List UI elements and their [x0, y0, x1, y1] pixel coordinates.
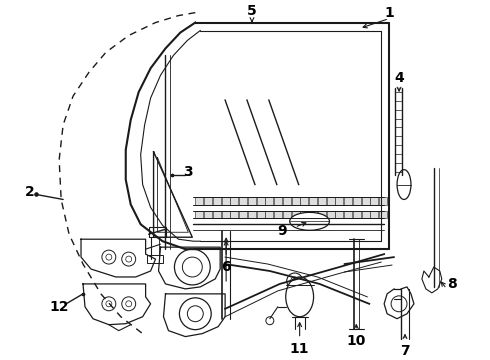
Bar: [362, 198, 369, 206]
Circle shape: [122, 297, 136, 311]
Bar: [292, 198, 299, 206]
Bar: [379, 211, 387, 218]
Bar: [196, 198, 203, 206]
Text: 1: 1: [384, 6, 394, 20]
Text: 12: 12: [49, 300, 69, 314]
Bar: [204, 198, 212, 206]
Ellipse shape: [290, 212, 329, 230]
Bar: [213, 198, 221, 206]
Text: 6: 6: [221, 260, 231, 274]
Bar: [353, 211, 361, 218]
Circle shape: [291, 277, 299, 285]
Text: 11: 11: [290, 342, 309, 356]
Bar: [292, 211, 299, 218]
Circle shape: [174, 249, 210, 285]
Bar: [318, 198, 326, 206]
Bar: [257, 198, 265, 206]
Text: 5: 5: [247, 4, 257, 18]
Circle shape: [126, 301, 132, 307]
Circle shape: [102, 297, 116, 311]
Bar: [353, 198, 361, 206]
Text: 3: 3: [184, 165, 193, 179]
Bar: [230, 211, 238, 218]
Bar: [309, 198, 317, 206]
Bar: [335, 198, 343, 206]
Circle shape: [266, 317, 274, 325]
Circle shape: [106, 301, 112, 307]
Bar: [266, 211, 273, 218]
Bar: [379, 198, 387, 206]
Bar: [274, 211, 282, 218]
Text: 2: 2: [24, 185, 34, 198]
Text: 7: 7: [400, 343, 410, 357]
Text: 8: 8: [447, 277, 457, 291]
Bar: [283, 211, 291, 218]
Text: 4: 4: [394, 71, 404, 85]
Circle shape: [106, 254, 112, 260]
Bar: [196, 211, 203, 218]
Bar: [239, 211, 247, 218]
Bar: [213, 211, 221, 218]
Bar: [274, 198, 282, 206]
Bar: [148, 227, 167, 237]
Bar: [221, 211, 229, 218]
Circle shape: [126, 256, 132, 262]
Ellipse shape: [397, 170, 411, 199]
Bar: [257, 211, 265, 218]
Circle shape: [122, 252, 136, 266]
Bar: [309, 211, 317, 218]
Circle shape: [182, 257, 202, 277]
Bar: [370, 198, 378, 206]
Text: 10: 10: [346, 334, 366, 347]
Bar: [248, 198, 256, 206]
Bar: [300, 211, 308, 218]
Bar: [327, 211, 335, 218]
Ellipse shape: [286, 277, 314, 317]
Circle shape: [102, 250, 116, 264]
Bar: [300, 198, 308, 206]
Bar: [147, 255, 163, 263]
Bar: [283, 198, 291, 206]
Bar: [204, 211, 212, 218]
Circle shape: [287, 273, 303, 289]
Bar: [362, 211, 369, 218]
Bar: [266, 198, 273, 206]
Circle shape: [187, 306, 203, 322]
Bar: [318, 211, 326, 218]
Bar: [335, 211, 343, 218]
Circle shape: [391, 296, 407, 312]
Circle shape: [179, 298, 211, 330]
Bar: [239, 198, 247, 206]
Bar: [370, 211, 378, 218]
Bar: [327, 198, 335, 206]
Bar: [221, 198, 229, 206]
Bar: [344, 211, 352, 218]
Bar: [230, 198, 238, 206]
Text: 9: 9: [277, 224, 287, 238]
Bar: [248, 211, 256, 218]
Bar: [344, 198, 352, 206]
